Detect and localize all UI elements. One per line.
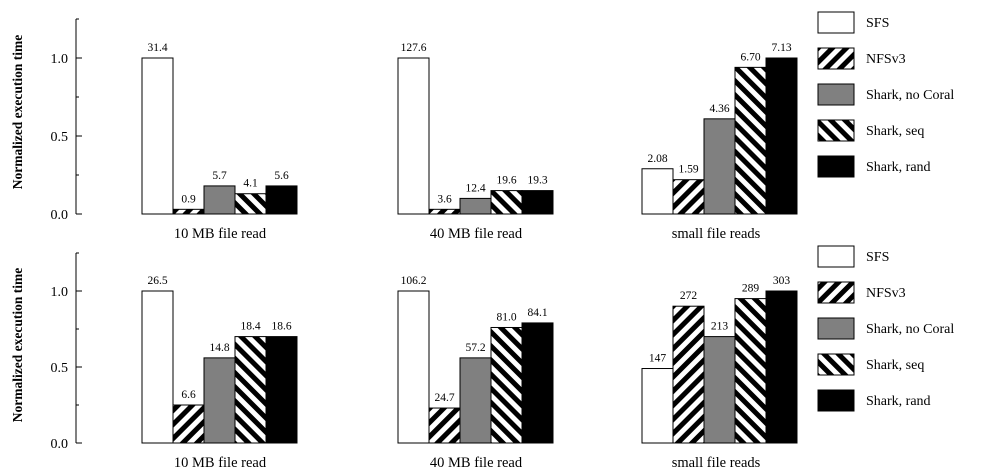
legend-label: SFS bbox=[866, 16, 889, 31]
bar bbox=[265, 185, 298, 215]
bar bbox=[641, 368, 674, 444]
bar bbox=[172, 208, 205, 215]
legend-label: Shark, rand bbox=[866, 394, 931, 409]
legend-swatch bbox=[817, 245, 855, 268]
y-tick-label: 0.0 bbox=[51, 437, 69, 452]
data-label: 289 bbox=[742, 283, 760, 295]
data-label: 7.13 bbox=[771, 42, 791, 54]
legend-swatch bbox=[817, 155, 855, 178]
category-label: small file reads bbox=[672, 226, 761, 242]
bar bbox=[234, 193, 267, 215]
data-label: 5.7 bbox=[212, 170, 227, 182]
bar bbox=[490, 326, 523, 444]
bar bbox=[234, 336, 267, 444]
bar bbox=[703, 118, 736, 215]
bar bbox=[734, 66, 767, 215]
data-label: 127.6 bbox=[401, 42, 427, 54]
legend-swatch bbox=[817, 47, 855, 70]
y-tick-label: 1.0 bbox=[51, 285, 69, 300]
bar bbox=[490, 190, 523, 215]
data-label: 5.6 bbox=[274, 170, 289, 182]
bar bbox=[672, 179, 705, 215]
data-label: 84.1 bbox=[527, 307, 547, 319]
data-label: 19.3 bbox=[527, 175, 547, 187]
legend-label: Shark, rand bbox=[866, 160, 931, 175]
bar bbox=[765, 290, 798, 444]
bar bbox=[203, 185, 236, 215]
legend-swatch bbox=[817, 281, 855, 304]
legend-label: Shark, no Coral bbox=[866, 88, 954, 103]
data-label: 18.6 bbox=[271, 321, 291, 333]
legend-swatch bbox=[817, 119, 855, 142]
data-label: 57.2 bbox=[465, 342, 485, 354]
legend-swatch bbox=[817, 353, 855, 376]
bar bbox=[265, 336, 298, 444]
bar bbox=[397, 290, 430, 444]
bar bbox=[428, 208, 461, 215]
category-label: small file reads bbox=[672, 455, 761, 470]
data-label: 4.1 bbox=[243, 178, 258, 190]
bar bbox=[203, 357, 236, 444]
data-label: 147 bbox=[649, 353, 667, 365]
chart-panel-1: 0.0 0.5 1.0 Normalized execution time 31.4 0.… bbox=[10, 11, 954, 242]
data-label: 303 bbox=[773, 275, 791, 287]
bar bbox=[641, 168, 674, 215]
bar bbox=[703, 336, 736, 444]
data-label: 2.08 bbox=[647, 153, 667, 165]
legend-label: Shark, seq bbox=[866, 358, 924, 373]
category-label: 40 MB file read bbox=[430, 226, 523, 242]
bar bbox=[397, 57, 430, 215]
data-label: 6.70 bbox=[740, 51, 760, 63]
category-label: 40 MB file read bbox=[430, 455, 523, 470]
data-label: 18.4 bbox=[240, 321, 260, 333]
category-label: 10 MB file read bbox=[174, 226, 267, 242]
data-label: 106.2 bbox=[401, 275, 427, 287]
bar bbox=[459, 197, 492, 215]
y-axis-label: Normalized execution time bbox=[10, 35, 25, 189]
legend-label: NFSv3 bbox=[866, 286, 906, 301]
data-label: 81.0 bbox=[496, 311, 516, 323]
y-axis-label: Normalized execution time bbox=[10, 268, 25, 422]
bar bbox=[734, 298, 767, 444]
data-label: 19.6 bbox=[496, 175, 516, 187]
category-label: 10 MB file read bbox=[174, 455, 267, 470]
legend-label: Shark, seq bbox=[866, 124, 924, 139]
bar bbox=[172, 404, 205, 444]
data-label: 24.7 bbox=[434, 392, 454, 404]
data-label: 26.5 bbox=[147, 275, 167, 287]
bar bbox=[672, 305, 705, 444]
y-tick-label: 0.5 bbox=[51, 361, 69, 376]
bar bbox=[521, 322, 554, 444]
y-tick-label: 0.0 bbox=[51, 208, 69, 223]
bar bbox=[141, 57, 174, 215]
legend-swatch bbox=[817, 389, 855, 412]
y-tick-label: 0.5 bbox=[51, 130, 69, 145]
bar bbox=[428, 407, 461, 444]
data-label: 12.4 bbox=[465, 182, 485, 194]
y-tick-label: 1.0 bbox=[51, 52, 69, 67]
legend-label: NFSv3 bbox=[866, 52, 906, 67]
data-label: 6.6 bbox=[181, 389, 196, 401]
data-label: 3.6 bbox=[437, 193, 452, 205]
data-label: 14.8 bbox=[209, 342, 229, 354]
data-label: 213 bbox=[711, 321, 729, 333]
legend-swatch bbox=[817, 11, 855, 34]
data-label: 31.4 bbox=[147, 42, 167, 54]
chart-panel-2: 0.0 0.5 1.0 Normalized execution time 26.5 6.… bbox=[10, 245, 954, 470]
bar bbox=[141, 290, 174, 444]
data-label: 272 bbox=[680, 290, 698, 302]
legend-label: SFS bbox=[866, 250, 889, 265]
bar bbox=[765, 57, 798, 215]
data-label: 4.36 bbox=[709, 103, 729, 115]
legend-swatch bbox=[817, 317, 855, 340]
data-label: 0.9 bbox=[181, 193, 196, 205]
legend-swatch bbox=[817, 83, 855, 106]
data-label: 1.59 bbox=[678, 164, 698, 176]
legend-label: Shark, no Coral bbox=[866, 322, 954, 337]
bar bbox=[521, 190, 554, 215]
bar bbox=[459, 357, 492, 444]
